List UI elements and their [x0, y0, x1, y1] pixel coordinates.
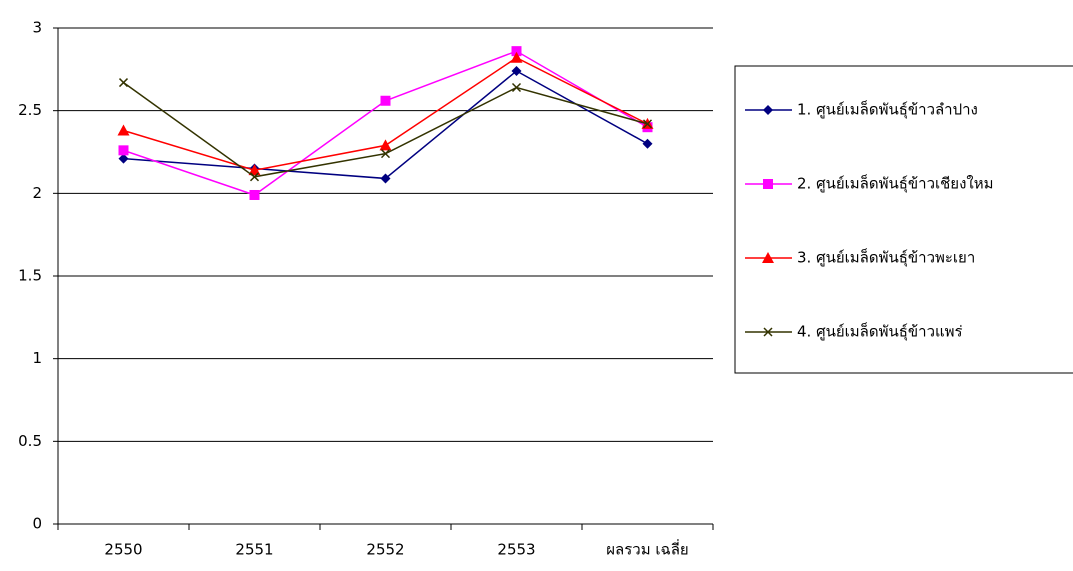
- x-tick-label: 2553: [497, 541, 535, 559]
- legend-label: 3. ศูนย์เมล็ดพันธุ์ข้าวพะเยา: [797, 248, 975, 268]
- y-tick-label: 1.5: [18, 267, 42, 285]
- x-tick-label: 2550: [104, 541, 142, 559]
- x-tick-label: 2551: [235, 541, 273, 559]
- legend-label: 1. ศูนย์เมล็ดพันธุ์ข้าวลำปาง: [797, 100, 978, 120]
- marker: [380, 149, 391, 159]
- legend-label: 4. ศูนย์เมล็ดพันธุ์ข้าวแพร่: [797, 322, 963, 342]
- x-tick-label: ผลรวม เฉลี่ย: [606, 539, 688, 559]
- marker: [510, 51, 523, 63]
- marker: [118, 153, 129, 164]
- marker: [248, 164, 261, 176]
- marker: [118, 78, 129, 88]
- marker: [763, 327, 773, 337]
- y-tick-label: 2.5: [18, 101, 42, 119]
- marker: [762, 252, 774, 263]
- legend-box: [734, 65, 1073, 374]
- y-tick-label: 0.5: [18, 432, 42, 450]
- y-tick-label: 1: [32, 349, 42, 367]
- marker: [763, 179, 773, 189]
- marker: [511, 46, 522, 57]
- x-tick-label: 2552: [366, 541, 404, 559]
- y-tick-label: 2: [32, 184, 42, 202]
- marker: [642, 119, 653, 129]
- marker: [380, 173, 391, 184]
- legend-label: 2. ศูนย์เมล็ดพันธุ์ข้าวเชียงใหม: [797, 174, 994, 194]
- marker: [117, 124, 130, 136]
- marker: [642, 138, 653, 149]
- y-tick-label: 0: [32, 515, 42, 533]
- marker: [511, 82, 522, 93]
- series-line: [123, 70, 648, 180]
- marker: [118, 145, 129, 156]
- marker: [380, 95, 391, 106]
- marker: [511, 65, 522, 76]
- marker: [763, 105, 773, 115]
- marker: [379, 139, 392, 151]
- y-tick-label: 3: [32, 19, 42, 37]
- series-line: [123, 50, 648, 196]
- marker: [249, 172, 260, 182]
- marker: [249, 189, 260, 200]
